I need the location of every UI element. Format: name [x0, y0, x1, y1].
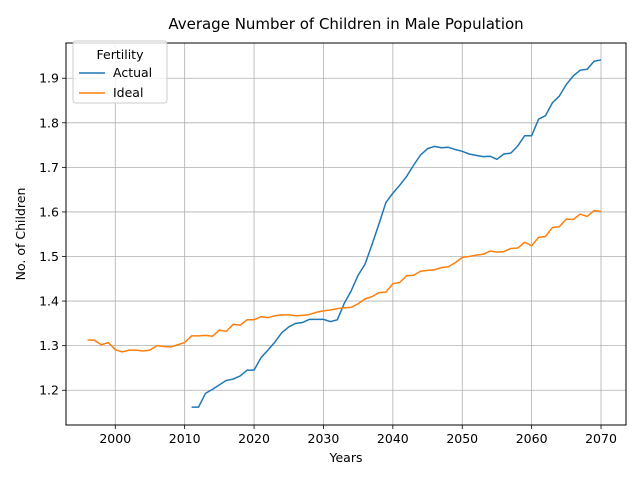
legend: Fertility Actual Ideal — [72, 40, 168, 104]
y-tick-label: 1.5 — [39, 249, 59, 264]
y-tick-label: 1.8 — [39, 115, 59, 130]
y-tick-label: 1.3 — [39, 338, 59, 353]
y-tick-label: 1.4 — [39, 294, 59, 309]
x-tick-label: 2020 — [238, 431, 270, 446]
y-axis-label: No. of Children — [13, 188, 28, 281]
x-tick-label: 2000 — [99, 431, 131, 446]
legend-title: Fertility — [97, 47, 145, 62]
y-tick-label: 1.6 — [39, 204, 59, 219]
series-line-ideal — [87, 209, 602, 353]
x-tick-label: 2040 — [377, 431, 409, 446]
axis-ticks: 2000 2010 2020 2030 2040 2050 2060 2070 1.2 1.3 1.… — [39, 71, 617, 446]
legend-label-actual: Actual — [113, 65, 152, 80]
legend-box — [72, 40, 168, 104]
x-tick-label: 2070 — [585, 431, 617, 446]
y-tick-label: 1.2 — [39, 383, 59, 398]
y-tick-label: 1.9 — [39, 71, 59, 86]
x-axis-label: Years — [329, 450, 363, 465]
series-lines — [87, 59, 602, 408]
legend-items: Actual Ideal — [79, 65, 152, 100]
series-line-actual — [191, 59, 602, 408]
x-tick-label: 2030 — [308, 431, 340, 446]
y-tick-label: 1.7 — [39, 160, 59, 175]
chart-title: Average Number of Children in Male Popul… — [168, 15, 523, 33]
legend-label-ideal: Ideal — [113, 85, 143, 100]
x-tick-label: 2050 — [446, 431, 478, 446]
x-tick-label: 2010 — [169, 431, 201, 446]
plot-frame — [65, 42, 627, 426]
x-tick-label: 2060 — [516, 431, 548, 446]
